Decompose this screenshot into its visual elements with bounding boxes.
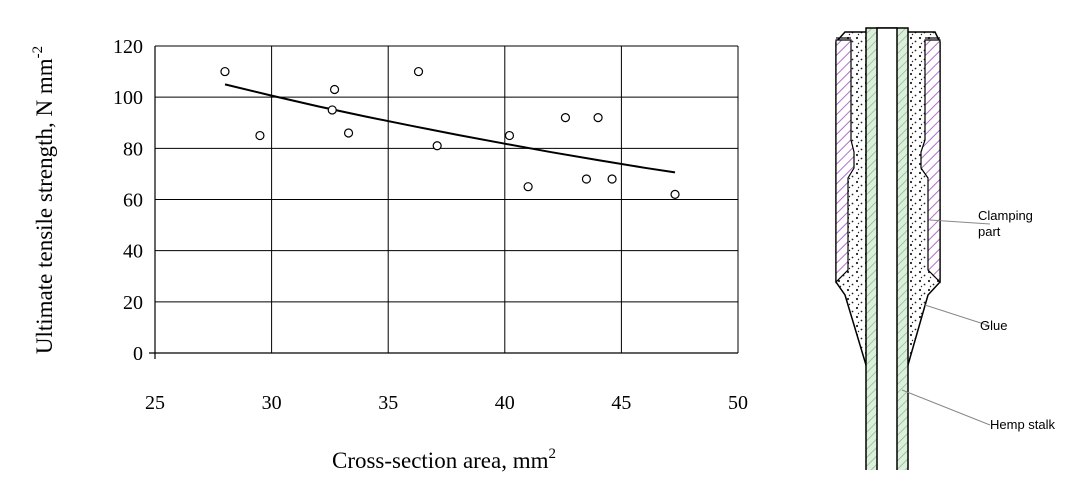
trendline <box>224 83 676 174</box>
x-axis-title: Cross-section area, mm2 <box>332 446 556 473</box>
hemp-stalk-clamp-diagram: Clamping part Glue Hemp stalk <box>835 27 1056 470</box>
data-point-5 <box>413 66 424 77</box>
x-tick-label-5: 50 <box>728 392 748 414</box>
x-tick-label-3: 40 <box>495 392 515 414</box>
leader-lines <box>901 219 991 426</box>
data-point-4 <box>343 128 354 138</box>
x-tick-label-1: 30 <box>262 392 282 414</box>
grid <box>149 45 739 359</box>
y-tick-label-1: 20 <box>123 292 143 314</box>
data-point-2 <box>329 84 340 95</box>
label-clamping-part: Clamping part <box>978 208 1037 239</box>
x-tick-label-0: 25 <box>145 392 165 414</box>
y-tick-label-2: 40 <box>123 241 143 263</box>
y-tick-label-4: 80 <box>123 138 143 160</box>
y-tick-label-0: 0 <box>133 343 143 365</box>
y-axis-title: Ultimate tensile strength, N mm-2 <box>30 46 57 354</box>
data-point-7 <box>504 130 515 141</box>
data-points <box>220 66 680 199</box>
data-point-10 <box>593 113 603 123</box>
data-point-11 <box>581 174 592 184</box>
hemp-stalk <box>865 27 909 470</box>
y-tick-labels: 0 20 40 60 80 100 120 <box>113 36 143 365</box>
data-point-0 <box>220 66 230 77</box>
data-point-12 <box>607 174 617 184</box>
y-tick-label-5: 100 <box>113 87 143 109</box>
data-point-9 <box>560 113 571 123</box>
label-glue: Glue <box>980 318 1007 333</box>
x-tick-label-2: 35 <box>378 392 398 414</box>
clamping-part <box>835 37 941 284</box>
x-tick-labels: 25 30 35 40 45 50 <box>145 392 748 414</box>
data-point-1 <box>255 130 265 141</box>
data-point-3 <box>327 105 337 115</box>
y-tick-label-3: 60 <box>123 190 143 212</box>
label-hemp-stalk: Hemp stalk <box>990 417 1056 432</box>
scatter-chart: 25 30 35 40 45 50 0 20 40 60 80 100 120 Cross-secti… <box>30 36 748 473</box>
data-point-13 <box>670 189 680 199</box>
x-tick-label-4: 45 <box>611 392 631 414</box>
y-tick-label-6: 120 <box>113 36 143 58</box>
data-point-8 <box>523 182 533 192</box>
data-point-6 <box>432 141 442 151</box>
